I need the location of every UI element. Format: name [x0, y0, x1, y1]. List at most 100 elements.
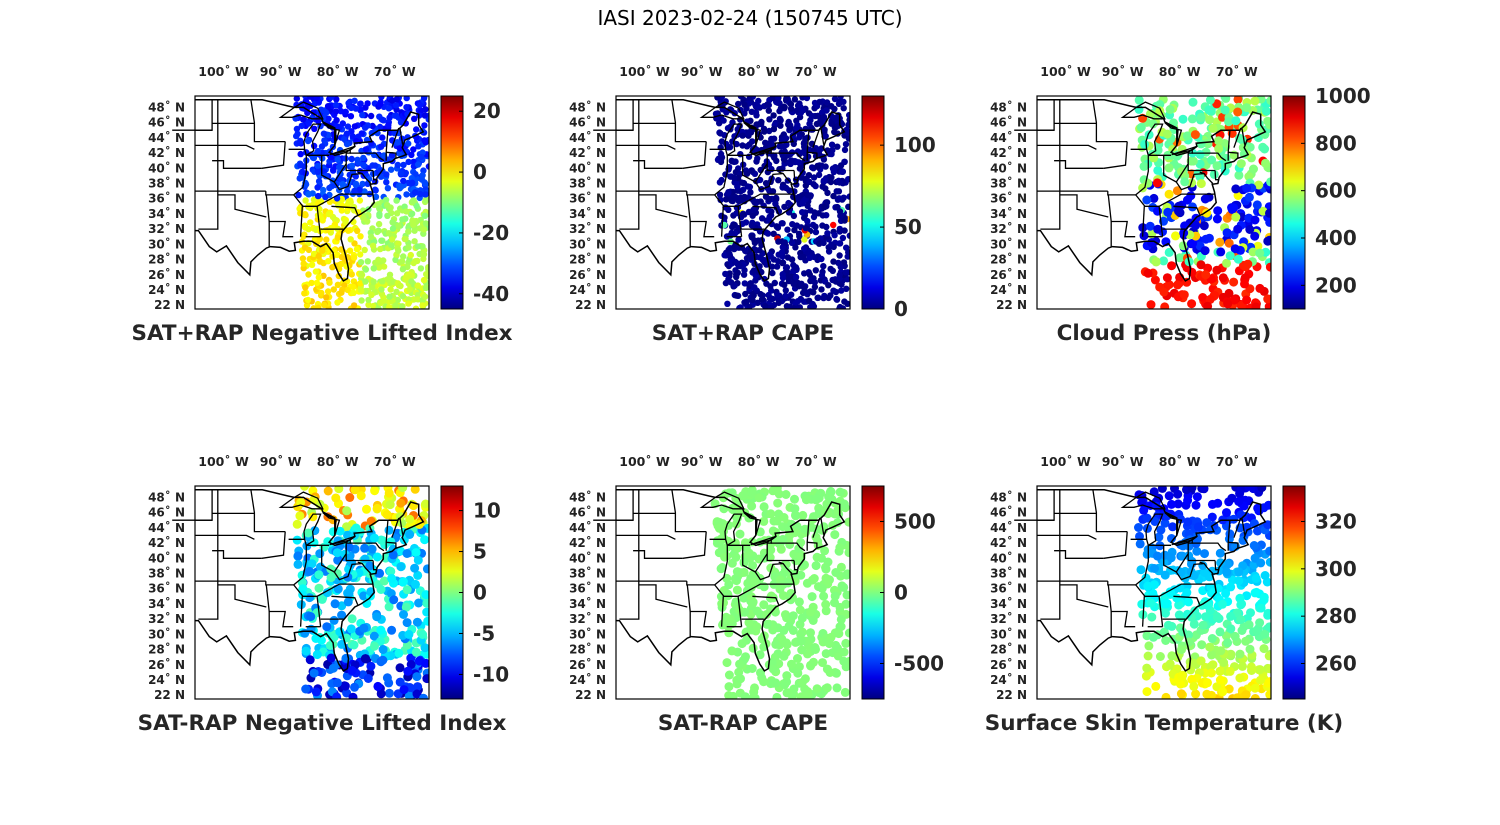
data-point: [338, 289, 345, 296]
data-point: [398, 303, 406, 309]
data-point: [414, 291, 422, 299]
data-point: [374, 228, 381, 236]
data-point: [1220, 105, 1230, 115]
lake-outline: [743, 512, 762, 536]
lat-tick-label: 48˚ N: [148, 99, 185, 114]
lat-tick-label: 36˚ N: [990, 581, 1027, 596]
data-point: [1242, 295, 1252, 305]
data-point: [1222, 567, 1232, 577]
data-point: [403, 666, 413, 676]
data-point: [326, 279, 333, 286]
data-point: [332, 678, 342, 688]
state-border: [752, 205, 780, 215]
data-point: [766, 295, 774, 302]
data-point: [782, 135, 789, 142]
data-point: [315, 253, 322, 260]
data-point: [376, 585, 386, 594]
data-point: [394, 648, 404, 658]
data-point: [1222, 508, 1231, 518]
lat-tick-label: 26˚ N: [990, 657, 1027, 672]
data-point: [836, 240, 843, 247]
state-border: [807, 541, 818, 549]
data-point: [378, 278, 386, 285]
chart-panel-2: 100˚ W 90˚ W 80˚ W 70˚ W 48˚ N46˚ N44˚ N42˚ …: [569, 64, 936, 346]
data-point: [330, 286, 337, 293]
data-point: [1205, 115, 1215, 125]
data-point: [742, 219, 750, 226]
data-point: [386, 293, 393, 300]
data-point: [736, 262, 743, 269]
data-point: [1192, 546, 1202, 556]
data-point: [326, 184, 333, 192]
lat-tick-label: 30˚ N: [990, 626, 1027, 641]
data-point: [840, 687, 850, 697]
data-point: [1195, 150, 1205, 159]
data-point: [333, 96, 340, 103]
data-point: [1209, 169, 1219, 179]
state-border: [212, 160, 262, 169]
data-point: [1160, 518, 1170, 528]
data-point: [781, 281, 788, 288]
data-point: [1156, 525, 1166, 535]
data-point: [344, 123, 352, 130]
data-point: [1203, 601, 1213, 610]
data-point: [1196, 260, 1206, 270]
data-point: [1249, 541, 1259, 550]
data-point: [811, 209, 818, 216]
data-point: [828, 141, 836, 148]
data-point: [1219, 658, 1229, 667]
data-point: [405, 530, 415, 539]
lat-tick-label: 46˚ N: [148, 505, 185, 520]
state-border: [1141, 206, 1145, 237]
data-point: [360, 554, 370, 564]
data-point: [373, 681, 383, 691]
data-point: [759, 600, 769, 610]
data-point: [388, 550, 398, 560]
data-point: [821, 564, 831, 574]
data-point: [806, 120, 813, 128]
data-point: [754, 299, 761, 306]
data-point: [812, 228, 820, 236]
lat-tick-label: 40˚ N: [569, 160, 606, 175]
lake-outline: [322, 512, 341, 536]
data-point: [324, 288, 332, 295]
data-point: [348, 692, 358, 699]
data-point: [776, 115, 784, 123]
data-point: [774, 99, 781, 106]
data-point: [425, 266, 429, 273]
data-point: [779, 152, 786, 159]
data-point: [1161, 608, 1170, 618]
data-point: [421, 137, 428, 144]
data-point: [314, 147, 322, 155]
data-point: [1250, 231, 1260, 241]
data-point: [305, 246, 313, 254]
data-point: [422, 598, 429, 608]
lat-tick-label: 22 N: [575, 298, 606, 312]
data-point: [817, 583, 827, 593]
data-point: [1203, 678, 1212, 688]
data-point: [307, 219, 314, 226]
lake-outline: [303, 123, 322, 157]
data-point: [370, 641, 379, 651]
data-point: [1245, 225, 1255, 234]
data-point: [1191, 689, 1201, 699]
data-point: [821, 600, 831, 609]
data-point: [718, 138, 726, 145]
data-point: [812, 494, 822, 504]
data-point: [314, 583, 324, 593]
data-point: [1187, 556, 1197, 566]
state-border: [1103, 531, 1128, 559]
state-border: [1173, 205, 1201, 215]
data-point: [314, 192, 322, 200]
panel-title: Surface Skin Temperature (K): [985, 711, 1343, 736]
data-point: [830, 591, 840, 601]
data-point: [1216, 247, 1226, 257]
data-point: [1196, 656, 1206, 666]
colorbar-tick-label: 500: [894, 510, 936, 534]
data-point: [395, 247, 402, 254]
colorbar-tick-label: 320: [1315, 510, 1357, 534]
data-point: [398, 183, 405, 190]
state-border: [771, 542, 806, 552]
data-point: [779, 625, 789, 635]
state-border: [299, 206, 303, 237]
